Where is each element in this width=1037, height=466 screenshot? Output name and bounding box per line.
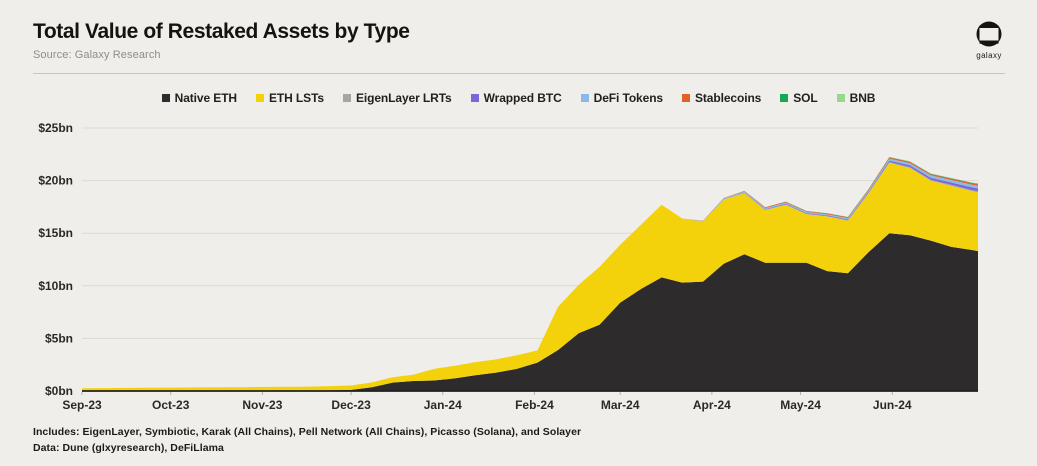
chart-legend: Native ETH ETH LSTs EigenLayer LRTs Wrapped… — [0, 91, 1037, 105]
footer-data-source: Data: Dune (glxyresearch), DeFiLlama — [33, 442, 224, 454]
x-tick-label: Mar-24 — [601, 398, 640, 412]
legend-swatch-icon — [256, 94, 264, 102]
galaxy-logo-icon — [976, 21, 1002, 47]
legend-label: DeFi Tokens — [593, 91, 663, 105]
legend-item-stablecoins: Stablecoins — [682, 91, 761, 105]
legend-label: Native ETH — [174, 91, 237, 105]
x-tick-label: Nov-23 — [242, 398, 282, 412]
x-tick-label: Feb-24 — [515, 398, 554, 412]
galaxy-logo-text: galaxy — [976, 51, 1002, 60]
galaxy-logo: galaxy — [963, 20, 1015, 60]
y-tick-label: $15bn — [38, 226, 73, 240]
x-tick-label: Jan-24 — [424, 398, 462, 412]
y-tick-label: $5bn — [45, 331, 73, 345]
page-title: Total Value of Restaked Assets by Type — [33, 20, 410, 43]
x-tick-label: Oct-23 — [152, 398, 190, 412]
legend-swatch-icon — [161, 94, 170, 102]
legend-item-eigenlayer-lrts: EigenLayer LRTs — [342, 91, 452, 105]
legend-swatch-icon — [682, 94, 690, 102]
y-axis-labels: $25bn $20bn $15bn $10bn $5bn $0bn — [38, 121, 73, 398]
area-series-eth-lsts — [82, 162, 978, 391]
legend-item-defi-tokens: DeFi Tokens — [580, 91, 663, 105]
y-tick-label: $25bn — [38, 121, 73, 135]
x-axis-labels: Sep-23 Oct-23 Nov-23 Dec-23 Jan-24 Feb-24 Mar-… — [62, 392, 912, 412]
source-label: Source: Galaxy Research — [33, 49, 161, 61]
legend-label: ETH LSTs — [269, 91, 324, 105]
legend-item-wrapped-btc: Wrapped BTC — [470, 91, 562, 105]
legend-item-bnb: BNB — [836, 91, 876, 105]
y-tick-label: $20bn — [38, 174, 73, 188]
legend-label: Stablecoins — [695, 91, 762, 105]
x-tick-label: Jun-24 — [873, 398, 912, 412]
y-tick-label: $0bn — [45, 384, 73, 398]
legend-label: SOL — [793, 91, 818, 105]
legend-label: Wrapped BTC — [483, 91, 562, 105]
footer-includes: Includes: EigenLayer, Symbiotic, Karak (… — [33, 426, 582, 438]
x-tick-label: May-24 — [780, 398, 821, 412]
legend-swatch-icon — [780, 94, 789, 102]
legend-item-eth-lsts: ETH LSTs — [256, 91, 324, 105]
legend-label: EigenLayer LRTs — [355, 91, 452, 105]
legend-swatch-icon — [342, 94, 351, 102]
header-divider — [33, 73, 1005, 74]
area-series-native-eth — [82, 233, 978, 391]
legend-item-sol: SOL — [780, 91, 818, 105]
x-tick-label: Sep-23 — [62, 398, 102, 412]
legend-swatch-icon — [836, 94, 845, 102]
x-tick-label: Apr-24 — [693, 398, 731, 412]
legend-item-native-eth: Native ETH — [161, 91, 237, 105]
legend-swatch-icon — [470, 94, 479, 102]
x-tick-label: Dec-23 — [331, 398, 371, 412]
legend-label: BNB — [849, 91, 876, 105]
area-series-group — [82, 156, 978, 391]
y-tick-label: $10bn — [38, 279, 73, 293]
legend-swatch-icon — [580, 94, 589, 102]
